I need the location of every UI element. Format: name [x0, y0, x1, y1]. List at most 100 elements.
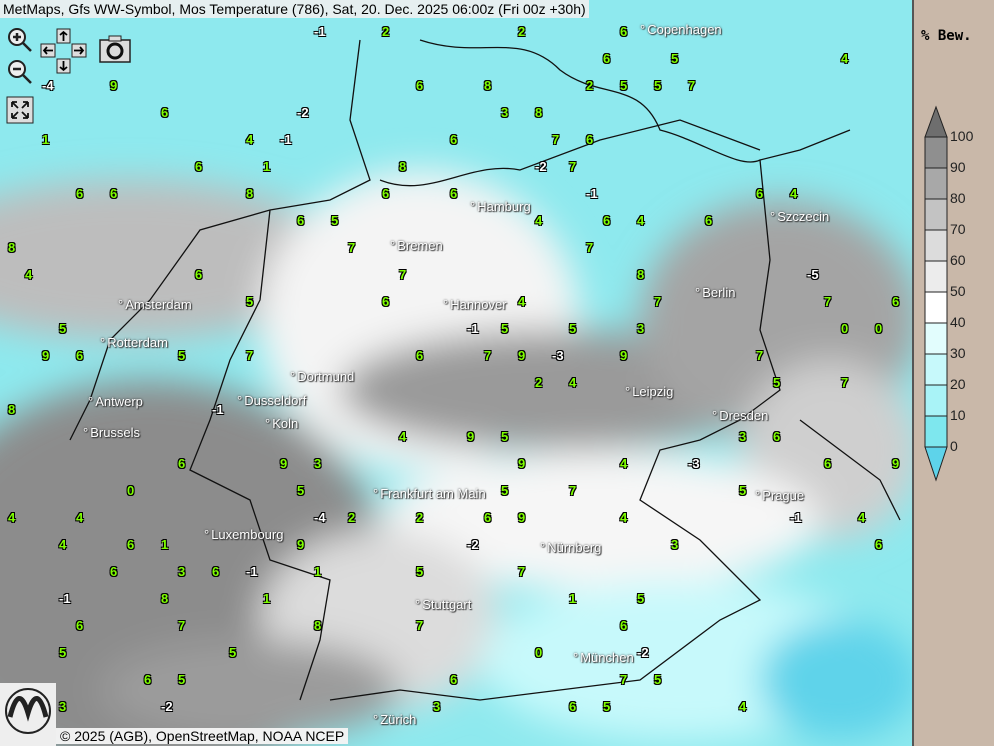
- temperature-value: 9: [42, 348, 50, 363]
- cloud-cover-layer: [0, 39, 912, 746]
- cloud-cover-legend: % Bew. 100 90 80 70 60 50 40 30 20 10 0: [912, 0, 994, 746]
- temperature-value: 6: [110, 564, 118, 579]
- city-label: Prague: [755, 488, 804, 503]
- legend-swatch: [924, 322, 948, 355]
- temperature-value: -1: [586, 186, 598, 201]
- temperature-value: -1: [59, 591, 71, 606]
- temperature-value: 1: [263, 591, 271, 606]
- city-label: Brussels: [83, 425, 140, 440]
- temperature-value: 1: [569, 591, 577, 606]
- temperature-value: -2: [161, 699, 173, 714]
- city-label: Luxembourg: [204, 527, 283, 542]
- temperature-value: 7: [552, 132, 560, 147]
- temperature-value: 5: [603, 699, 611, 714]
- temperature-value: 7: [348, 240, 356, 255]
- temperature-value: 5: [569, 321, 577, 336]
- temperature-value: -4: [42, 78, 54, 93]
- temperature-value: 5: [501, 483, 509, 498]
- temperature-value: 6: [824, 456, 832, 471]
- fullscreen-icon[interactable]: [6, 96, 34, 124]
- legend-swatch: [924, 415, 948, 448]
- temperature-value: 2: [518, 24, 526, 39]
- temperature-value: 4: [246, 132, 254, 147]
- temperature-value: 4: [25, 267, 33, 282]
- map-title: MetMaps, Gfs WW-Symbol, Mos Temperature …: [0, 0, 589, 18]
- temperature-value: 2: [416, 510, 424, 525]
- temperature-value: 4: [59, 537, 67, 552]
- temperature-value: 0: [875, 321, 883, 336]
- temperature-value: -4: [314, 510, 326, 525]
- temperature-value: 7: [518, 564, 526, 579]
- temperature-value: 9: [467, 429, 475, 444]
- temperature-value: -2: [637, 645, 649, 660]
- temperature-value: 5: [654, 78, 662, 93]
- legend-swatch: [924, 229, 948, 262]
- temperature-value: 6: [76, 186, 84, 201]
- temperature-value: 5: [416, 564, 424, 579]
- temperature-value: 6: [484, 510, 492, 525]
- temperature-value: 9: [297, 537, 305, 552]
- temperature-value: -3: [688, 456, 700, 471]
- legend-swatch: [924, 167, 948, 200]
- temperature-value: 4: [790, 186, 798, 201]
- temperature-value: 4: [620, 510, 628, 525]
- temperature-value: 7: [586, 240, 594, 255]
- temperature-value: 7: [569, 483, 577, 498]
- temperature-value: 4: [739, 699, 747, 714]
- zoom-out-icon[interactable]: [6, 58, 34, 86]
- temperature-value: 6: [603, 51, 611, 66]
- temperature-value: 7: [416, 618, 424, 633]
- temperature-value: 3: [501, 105, 509, 120]
- temperature-value: 7: [178, 618, 186, 633]
- temperature-value: 6: [450, 186, 458, 201]
- temperature-value: 6: [110, 186, 118, 201]
- camera-icon[interactable]: [99, 35, 131, 63]
- temperature-value: 7: [824, 294, 832, 309]
- city-label: Frankfurt am Main: [373, 486, 485, 501]
- temperature-value: 4: [637, 213, 645, 228]
- zoom-in-icon[interactable]: [6, 26, 34, 54]
- legend-label: 50: [950, 283, 966, 299]
- temperature-value: 5: [773, 375, 781, 390]
- temperature-value: 6: [76, 618, 84, 633]
- temperature-value: 5: [671, 51, 679, 66]
- metmaps-logo: [0, 683, 56, 746]
- temperature-value: 6: [297, 213, 305, 228]
- temperature-value: 7: [246, 348, 254, 363]
- copyright-text: © 2025 (AGB), OpenStreetMap, NOAA NCEP: [56, 728, 349, 744]
- temperature-value: 6: [178, 456, 186, 471]
- temperature-value: 9: [280, 456, 288, 471]
- coastline-borders: [69, 39, 901, 701]
- city-label: Dortmund: [290, 369, 354, 384]
- temperature-value: 6: [127, 537, 135, 552]
- temperature-value: 5: [501, 321, 509, 336]
- temperature-value: 7: [569, 159, 577, 174]
- legend-label: 80: [950, 190, 966, 206]
- temperature-value: 5: [620, 78, 628, 93]
- legend-label: 60: [950, 252, 966, 268]
- temperature-value: 7: [654, 294, 662, 309]
- temperature-value: 1: [42, 132, 50, 147]
- weather-map[interactable]: MetMaps, Gfs WW-Symbol, Mos Temperature …: [0, 0, 912, 746]
- city-label: Amsterdam: [118, 297, 191, 312]
- city-label: Stuttgart: [415, 597, 471, 612]
- temperature-value: 3: [314, 456, 322, 471]
- temperature-value: 3: [178, 564, 186, 579]
- temperature-value: 6: [773, 429, 781, 444]
- temperature-value: 8: [484, 78, 492, 93]
- temperature-value: 7: [841, 375, 849, 390]
- temperature-value: 7: [620, 672, 628, 687]
- temperature-value: 1: [161, 537, 169, 552]
- temperature-value: 4: [569, 375, 577, 390]
- legend-swatch: [924, 291, 948, 324]
- legend-label: 40: [950, 314, 966, 330]
- temperature-value: -1: [314, 24, 326, 39]
- temperature-value: -5: [807, 267, 819, 282]
- temperature-value: 6: [705, 213, 713, 228]
- temperature-value: 8: [161, 591, 169, 606]
- pan-arrows-icon[interactable]: [40, 28, 88, 74]
- city-label: München: [573, 650, 633, 665]
- legend-label: 0: [950, 438, 958, 454]
- temperature-value: -2: [297, 105, 309, 120]
- legend-arrow-bottom: [924, 446, 948, 482]
